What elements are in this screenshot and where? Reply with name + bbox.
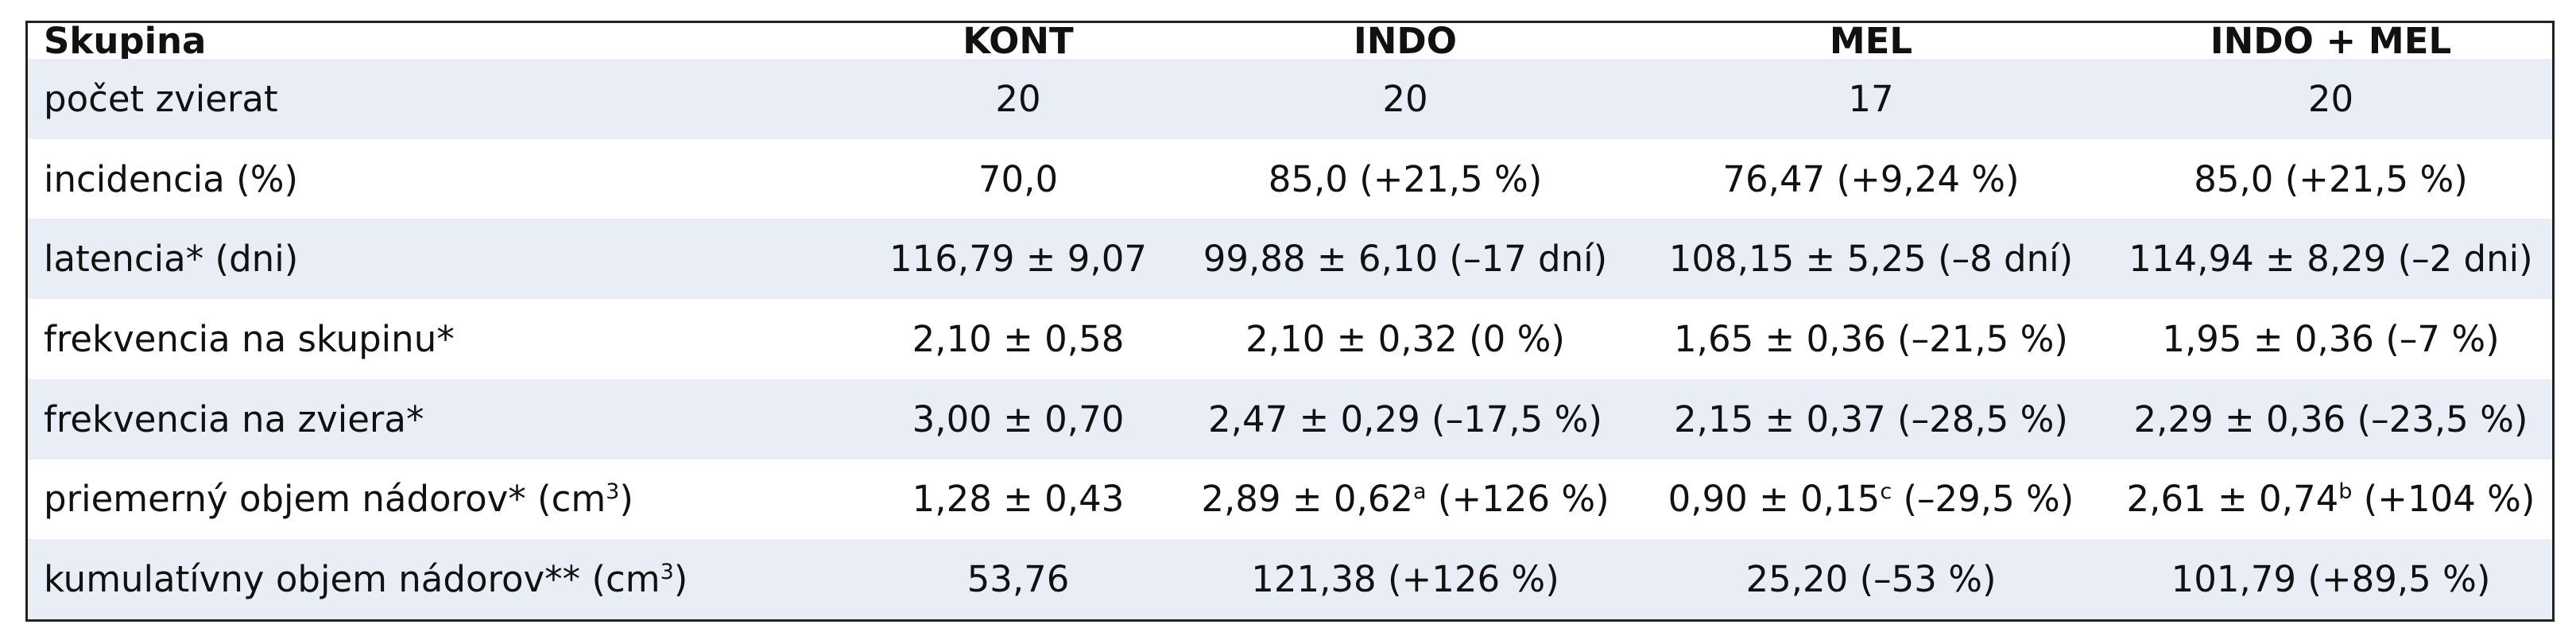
table-row: počet zvierat 20 20 17 20 bbox=[28, 59, 2552, 139]
significance-mark: c bbox=[1880, 479, 1892, 505]
table-cell: 2,29 ± 0,36 (–23,5 %) bbox=[2133, 398, 2528, 440]
table-cell: 2,61 ± 0,74b (+104 %) bbox=[2126, 478, 2535, 521]
table-row: incidencia (%) 70,0 85,0 (+21,5 %) 76,47… bbox=[28, 138, 2552, 219]
results-table-frame: Skupina KONT INDO MEL INDO + MEL počet z… bbox=[25, 21, 2555, 622]
row-label: kumulatívny objem nádorov** (cm3) bbox=[44, 558, 688, 601]
table-cell: 17 bbox=[1848, 77, 1894, 120]
row-label: incidencia (%) bbox=[44, 157, 299, 200]
table-cell: 0,90 ± 0,15c (–29,5 %) bbox=[1668, 478, 2074, 521]
table-cell: 76,47 (+9,24 %) bbox=[1722, 157, 2020, 200]
column-header-skupina: Skupina bbox=[44, 23, 207, 59]
table-cell: 20 bbox=[995, 77, 1041, 120]
significance-mark: b bbox=[2338, 479, 2353, 505]
row-label: počet zvierat bbox=[44, 77, 278, 120]
table-cell: 1,95 ± 0,36 (–7 %) bbox=[2162, 317, 2500, 360]
row-label: latencia* (dni) bbox=[44, 238, 299, 281]
table-row: kumulatívny objem nádorov** (cm3) 53,76 … bbox=[28, 539, 2552, 619]
table-cell: 20 bbox=[2307, 77, 2354, 120]
table-cell: 101,79 (+89,5 %) bbox=[2171, 558, 2491, 601]
column-header-indo-mel: INDO + MEL bbox=[2210, 23, 2452, 59]
table-cell: 20 bbox=[1382, 77, 1428, 120]
row-label: priemerný objem nádorov* (cm3) bbox=[44, 478, 633, 521]
column-header-indo: INDO bbox=[1353, 23, 1457, 59]
table-cell: 2,89 ± 0,62a (+126 %) bbox=[1201, 478, 1610, 521]
table-cell: 116,79 ± 9,07 bbox=[889, 238, 1147, 281]
table-cell: 85,0 (+21,5 %) bbox=[2194, 157, 2468, 200]
table-cell: 2,47 ± 0,29 (–17,5 %) bbox=[1208, 398, 1602, 440]
table-row: latencia* (dni) 116,79 ± 9,07 99,88 ± 6,… bbox=[28, 219, 2552, 300]
table-cell: 2,10 ± 0,58 bbox=[912, 317, 1125, 360]
table-cell: 53,76 bbox=[966, 558, 1070, 601]
table-row: frekvencia na zviera* 3,00 ± 0,70 2,47 ±… bbox=[28, 378, 2552, 460]
table-cell: 2,15 ± 0,37 (–28,5 %) bbox=[1674, 398, 2068, 440]
table-cell: 99,88 ± 6,10 (–17 dní) bbox=[1203, 238, 1608, 281]
table-row: frekvencia na skupinu* 2,10 ± 0,58 2,10 … bbox=[28, 299, 2552, 379]
table-cell: 25,20 (–53 %) bbox=[1745, 558, 1997, 601]
table-cell: 108,15 ± 5,25 (–8 dní) bbox=[1668, 238, 2074, 281]
table-cell: 70,0 bbox=[978, 157, 1059, 200]
table-cell: 114,94 ± 8,29 (–2 dni) bbox=[2129, 238, 2533, 281]
column-header-kont: KONT bbox=[963, 23, 1074, 59]
table-cell: 121,38 (+126 %) bbox=[1251, 558, 1559, 601]
row-label: frekvencia na zviera* bbox=[44, 398, 424, 440]
column-header-mel: MEL bbox=[1829, 23, 1913, 59]
table-cell: 3,00 ± 0,70 bbox=[912, 398, 1125, 440]
results-table: Skupina KONT INDO MEL INDO + MEL počet z… bbox=[28, 23, 2552, 619]
table-header-row: Skupina KONT INDO MEL INDO + MEL bbox=[28, 23, 2552, 59]
table-cell: 1,65 ± 0,36 (–21,5 %) bbox=[1674, 317, 2068, 360]
table-cell: 1,28 ± 0,43 bbox=[912, 478, 1125, 521]
table-row: priemerný objem nádorov* (cm3) 1,28 ± 0,… bbox=[28, 459, 2552, 540]
significance-mark: a bbox=[1413, 479, 1427, 505]
table-cell: 85,0 (+21,5 %) bbox=[1268, 157, 1543, 200]
row-label: frekvencia na skupinu* bbox=[44, 317, 455, 360]
table-cell: 2,10 ± 0,32 (0 %) bbox=[1245, 317, 1565, 360]
